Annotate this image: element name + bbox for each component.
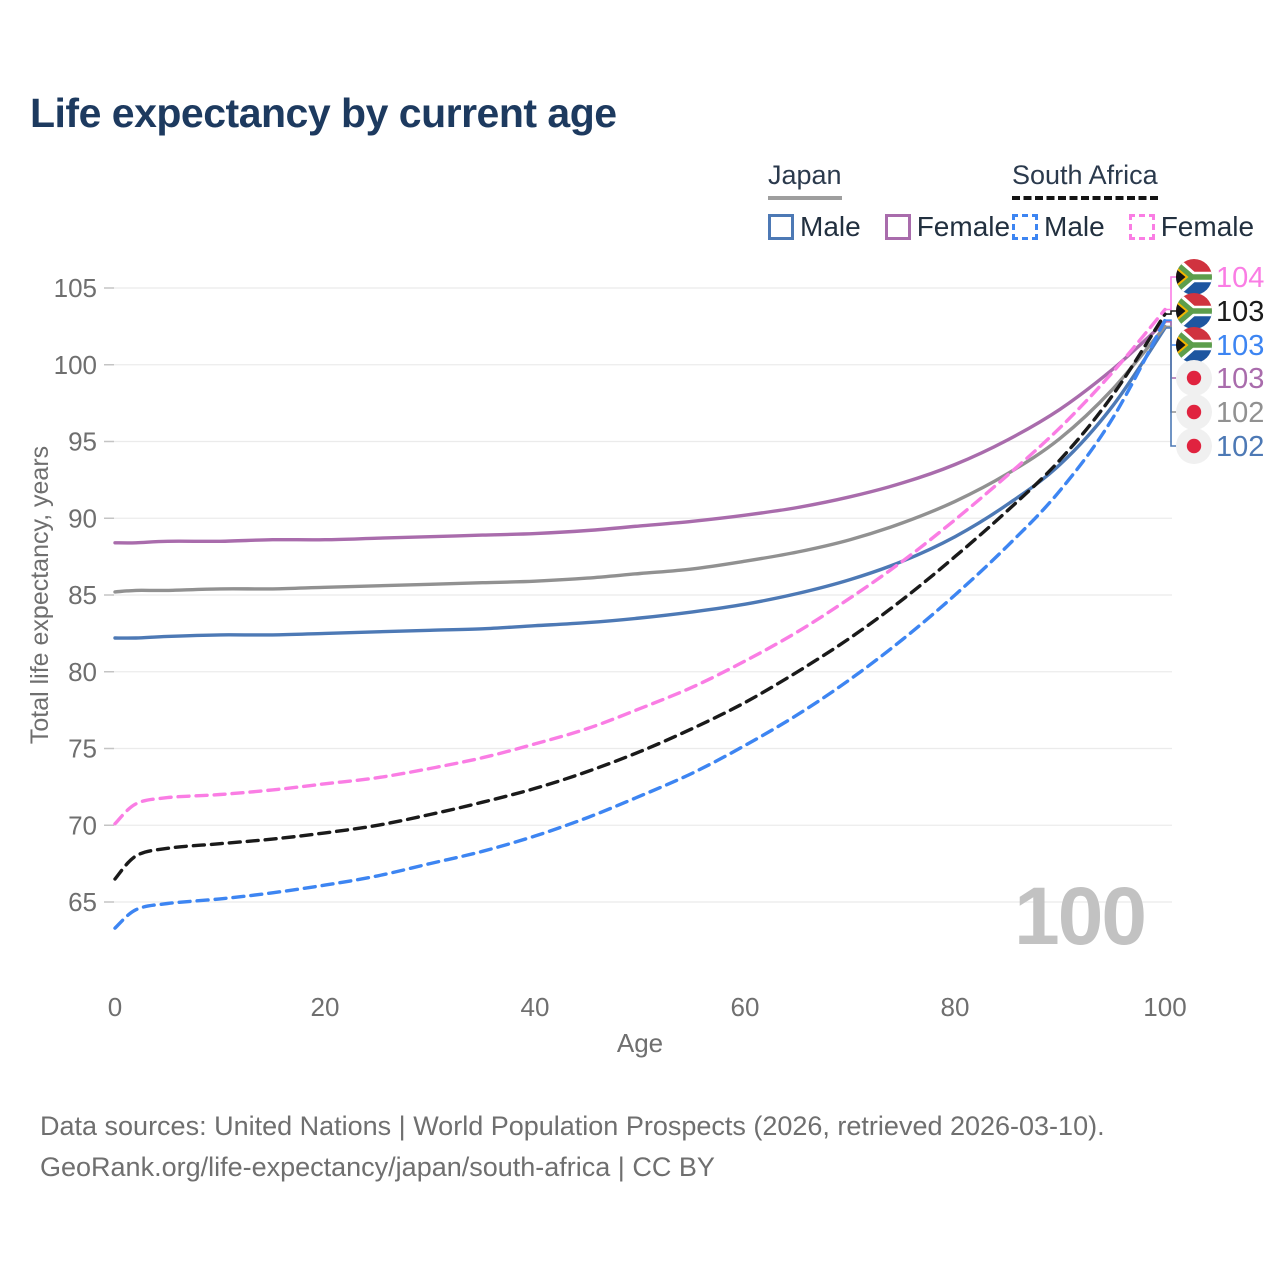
legend-south-africa-male-label[interactable]: Male	[1044, 211, 1105, 242]
japan-flag-icon	[1176, 394, 1212, 430]
footer: Data sources: United Nations | World Pop…	[40, 1106, 1105, 1188]
end-label-south-africa-female[interactable]: 104	[1172, 259, 1264, 295]
x-tick-label-20: 20	[311, 992, 340, 1022]
y-tick-label-70: 70	[68, 810, 97, 840]
y-tick-label-100: 100	[54, 350, 97, 380]
series-south-africa-line[interactable]	[113, 312, 1167, 881]
x-axis-tick-labels: 0 20 40 60 80 100	[108, 992, 1187, 1022]
series-japan-line[interactable]	[113, 324, 1167, 594]
end-label-japan[interactable]: 102	[1176, 394, 1264, 430]
end-label-value-japan: 102	[1216, 397, 1264, 429]
south-africa-flag-icon	[1176, 293, 1212, 329]
series-south-africa-male-line[interactable]	[113, 318, 1167, 930]
end-label-japan-female[interactable]: 103	[1176, 360, 1264, 396]
series-south-africa-female-line[interactable]	[113, 307, 1167, 826]
legend-south-africa-header[interactable]: South Africa	[1012, 160, 1158, 200]
series-lines	[113, 307, 1167, 930]
connector-south-africa-female	[1166, 276, 1176, 311]
page-title: Life expectancy by current age	[30, 90, 617, 136]
series-japan-male-line[interactable]	[113, 326, 1167, 640]
y-tick-label-75: 75	[68, 734, 97, 764]
south-africa-flag-icon	[1176, 327, 1212, 363]
y-tick-label-105: 105	[54, 273, 97, 303]
y-tick-label-95: 95	[68, 427, 97, 457]
end-label-value-south-africa-male: 103	[1216, 330, 1264, 362]
connector-japan-male	[1166, 327, 1176, 447]
y-tick-label-90: 90	[68, 503, 97, 533]
x-tick-label-60: 60	[731, 992, 760, 1022]
japan-flag-icon	[1176, 428, 1212, 464]
japan-flag-icon	[1176, 360, 1212, 396]
end-label-south-africa-male[interactable]: 103	[1172, 327, 1264, 363]
legend-japan-female-swatch[interactable]	[884, 214, 911, 240]
series-japan-female-line[interactable]	[113, 320, 1167, 545]
legend-south-africa-row: Male Female	[1012, 211, 1254, 243]
footer-url-line: GeoRank.org/life-expectancy/japan/south-…	[40, 1152, 715, 1182]
x-tick-label-40: 40	[521, 992, 550, 1022]
legend-south-africa: South Africa Male Female	[1012, 160, 1254, 243]
legend-japan-header[interactable]: Japan	[768, 160, 842, 200]
legend-japan-male-label[interactable]: Male	[800, 211, 861, 242]
legend-japan-row: Male Female	[768, 211, 1010, 243]
y-tick-label-85: 85	[68, 580, 97, 610]
legend-japan-male-swatch[interactable]	[768, 214, 794, 240]
legend-south-africa-male-swatch[interactable]	[1012, 214, 1038, 240]
y-axis-title: Total life expectancy, years	[26, 446, 54, 744]
end-label-value-south-africa-female: 104	[1216, 262, 1264, 294]
end-label-value-japan-male: 102	[1216, 431, 1264, 463]
legend-south-africa-female-label[interactable]: Female	[1160, 211, 1255, 242]
x-tick-label-0: 0	[108, 992, 122, 1022]
x-tick-label-100: 100	[1143, 992, 1186, 1022]
end-label-south-africa[interactable]: 103	[1172, 293, 1264, 329]
end-label-value-japan-female: 103	[1216, 363, 1264, 395]
x-axis-title: Age	[617, 1028, 663, 1058]
legend-japan-female-label[interactable]: Female	[916, 211, 1011, 242]
end-label-japan-male[interactable]: 102	[1176, 428, 1264, 464]
footer-sources-line: Data sources: United Nations | World Pop…	[40, 1111, 1105, 1141]
x-tick-label-80: 80	[941, 992, 970, 1022]
end-label-connectors	[1166, 276, 1176, 447]
age-watermark: 100	[1014, 871, 1145, 962]
legend-japan: Japan Male Female	[768, 160, 1010, 243]
end-label-value-south-africa: 103	[1216, 296, 1264, 328]
legend-south-africa-female-swatch[interactable]	[1128, 214, 1155, 240]
connector-south-africa	[1166, 310, 1176, 315]
y-axis-tick-labels: 65 70 75 80 85 90 95 100 105	[54, 273, 97, 917]
y-tick-label-80: 80	[68, 657, 97, 687]
gridlines	[104, 287, 1172, 903]
y-tick-label-65: 65	[68, 887, 97, 917]
south-africa-flag-icon	[1176, 259, 1212, 295]
